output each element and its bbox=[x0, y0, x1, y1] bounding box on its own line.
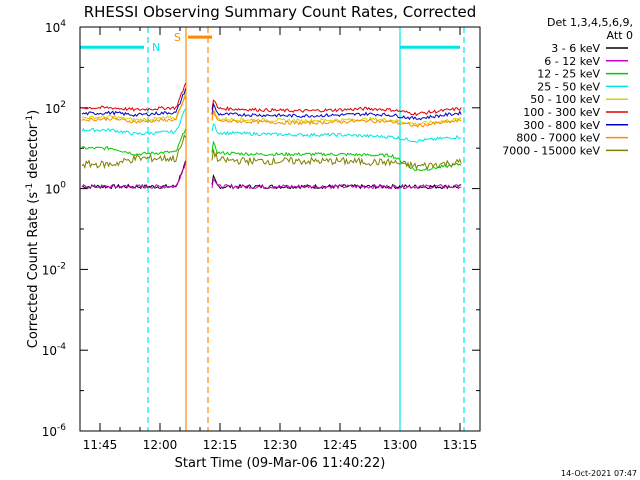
timestamp: 14-Oct-2021 07:47 bbox=[561, 469, 637, 478]
y-tick-label-5: 10-6 bbox=[42, 423, 67, 439]
time-markers bbox=[147, 27, 465, 431]
y-axis-label-end: ) bbox=[26, 110, 41, 115]
y-axis-label-mid: detector bbox=[26, 123, 41, 183]
series-line-0 bbox=[81, 160, 462, 190]
series-line-6 bbox=[81, 88, 462, 121]
x-tick-label-0: 11:45 bbox=[83, 438, 118, 452]
legend-header-line1: Det 1,3,4,5,6,9, bbox=[547, 16, 633, 29]
legend-header-line2: Att 0 bbox=[607, 29, 633, 42]
x-tick-label-4: 12:45 bbox=[323, 438, 358, 452]
plot-frame bbox=[79, 26, 481, 432]
flag-label-0: N bbox=[152, 41, 160, 54]
x-tick-label-1: 12:00 bbox=[143, 438, 178, 452]
axis-tick-marks bbox=[79, 26, 481, 432]
y-tick-label-1: 102 bbox=[45, 100, 66, 116]
flag-bars: NS bbox=[80, 31, 460, 54]
legend-label-0: 3 - 6 keV bbox=[551, 42, 600, 55]
series-line-5 bbox=[81, 82, 462, 117]
legend-label-5: 100 - 300 keV bbox=[523, 106, 600, 119]
y-tick-label-2: 100 bbox=[45, 181, 66, 197]
y-axis-label-sup1: -1 bbox=[25, 183, 35, 192]
legend-label-7: 800 - 7000 keV bbox=[516, 132, 600, 145]
x-tick-label-5: 13:00 bbox=[383, 438, 418, 452]
y-tick-labels: 104 102 100 10-2 10-4 10-6 bbox=[42, 19, 67, 439]
y-axis-label-main: Corrected Count Rate (s bbox=[26, 192, 41, 349]
legend-label-6: 300 - 800 keV bbox=[523, 119, 600, 132]
flag-label-1: S bbox=[174, 31, 181, 44]
y-axis-label: Corrected Count Rate (s-1 detector-1) bbox=[25, 110, 41, 348]
legend-label-2: 12 - 25 keV bbox=[537, 68, 600, 81]
series-line-8 bbox=[81, 133, 462, 171]
x-tick-label-3: 12:30 bbox=[263, 438, 298, 452]
series-lines bbox=[81, 82, 462, 190]
legend-label-4: 50 - 100 keV bbox=[530, 93, 600, 106]
series-line-4 bbox=[81, 92, 462, 126]
legend-label-1: 6 - 12 keV bbox=[544, 55, 600, 68]
y-tick-label-4: 10-4 bbox=[42, 342, 67, 358]
series-line-7 bbox=[81, 96, 462, 128]
legend-label-3: 25 - 50 keV bbox=[537, 80, 600, 93]
y-axis-label-sup2: -1 bbox=[25, 115, 35, 124]
y-tick-label-3: 10-2 bbox=[42, 261, 66, 277]
chart-title: RHESSI Observing Summary Count Rates, Co… bbox=[84, 3, 477, 21]
x-tick-label-6: 13:15 bbox=[443, 438, 478, 452]
series-line-3 bbox=[81, 108, 462, 143]
y-tick-label-0: 104 bbox=[45, 19, 66, 35]
x-tick-label-2: 12:15 bbox=[203, 438, 238, 452]
legend-label-8: 7000 - 15000 keV bbox=[502, 144, 600, 157]
x-tick-labels: 11:45 12:00 12:15 12:30 12:45 13:00 13:15 bbox=[83, 438, 478, 452]
x-axis-label: Start Time (09-Mar-06 11:40:22) bbox=[175, 456, 386, 471]
series-line-1 bbox=[81, 161, 462, 190]
